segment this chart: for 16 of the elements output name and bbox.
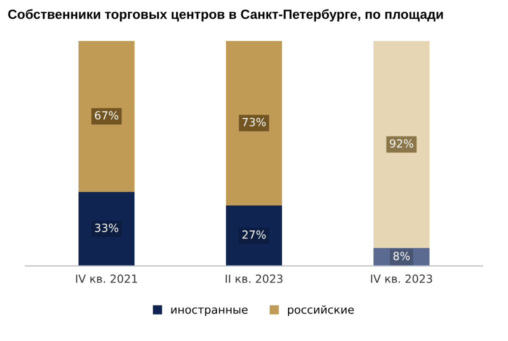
bar [78, 192, 135, 266]
data-label: 27% [242, 230, 266, 239]
x-tick-label: IV кв. 2021 [76, 274, 137, 283]
data-label: 33% [95, 224, 118, 232]
data-label: 92% [390, 139, 414, 148]
data-label: 73% [242, 118, 266, 126]
data-label: 8% [393, 252, 410, 260]
legend-label: российские [288, 305, 354, 316]
bar [226, 40, 282, 206]
bar [78, 40, 135, 192]
chart-title: Собственники торговых центров в Санкт-Петербурге, по площади [8, 9, 443, 22]
bar [373, 40, 430, 248]
x-tick-label: II кв. 2023 [226, 274, 282, 283]
data-label: 67% [94, 111, 118, 120]
legend-label: иностранные [171, 307, 248, 316]
x-tick-label: IV кв. 2023 [371, 274, 432, 283]
